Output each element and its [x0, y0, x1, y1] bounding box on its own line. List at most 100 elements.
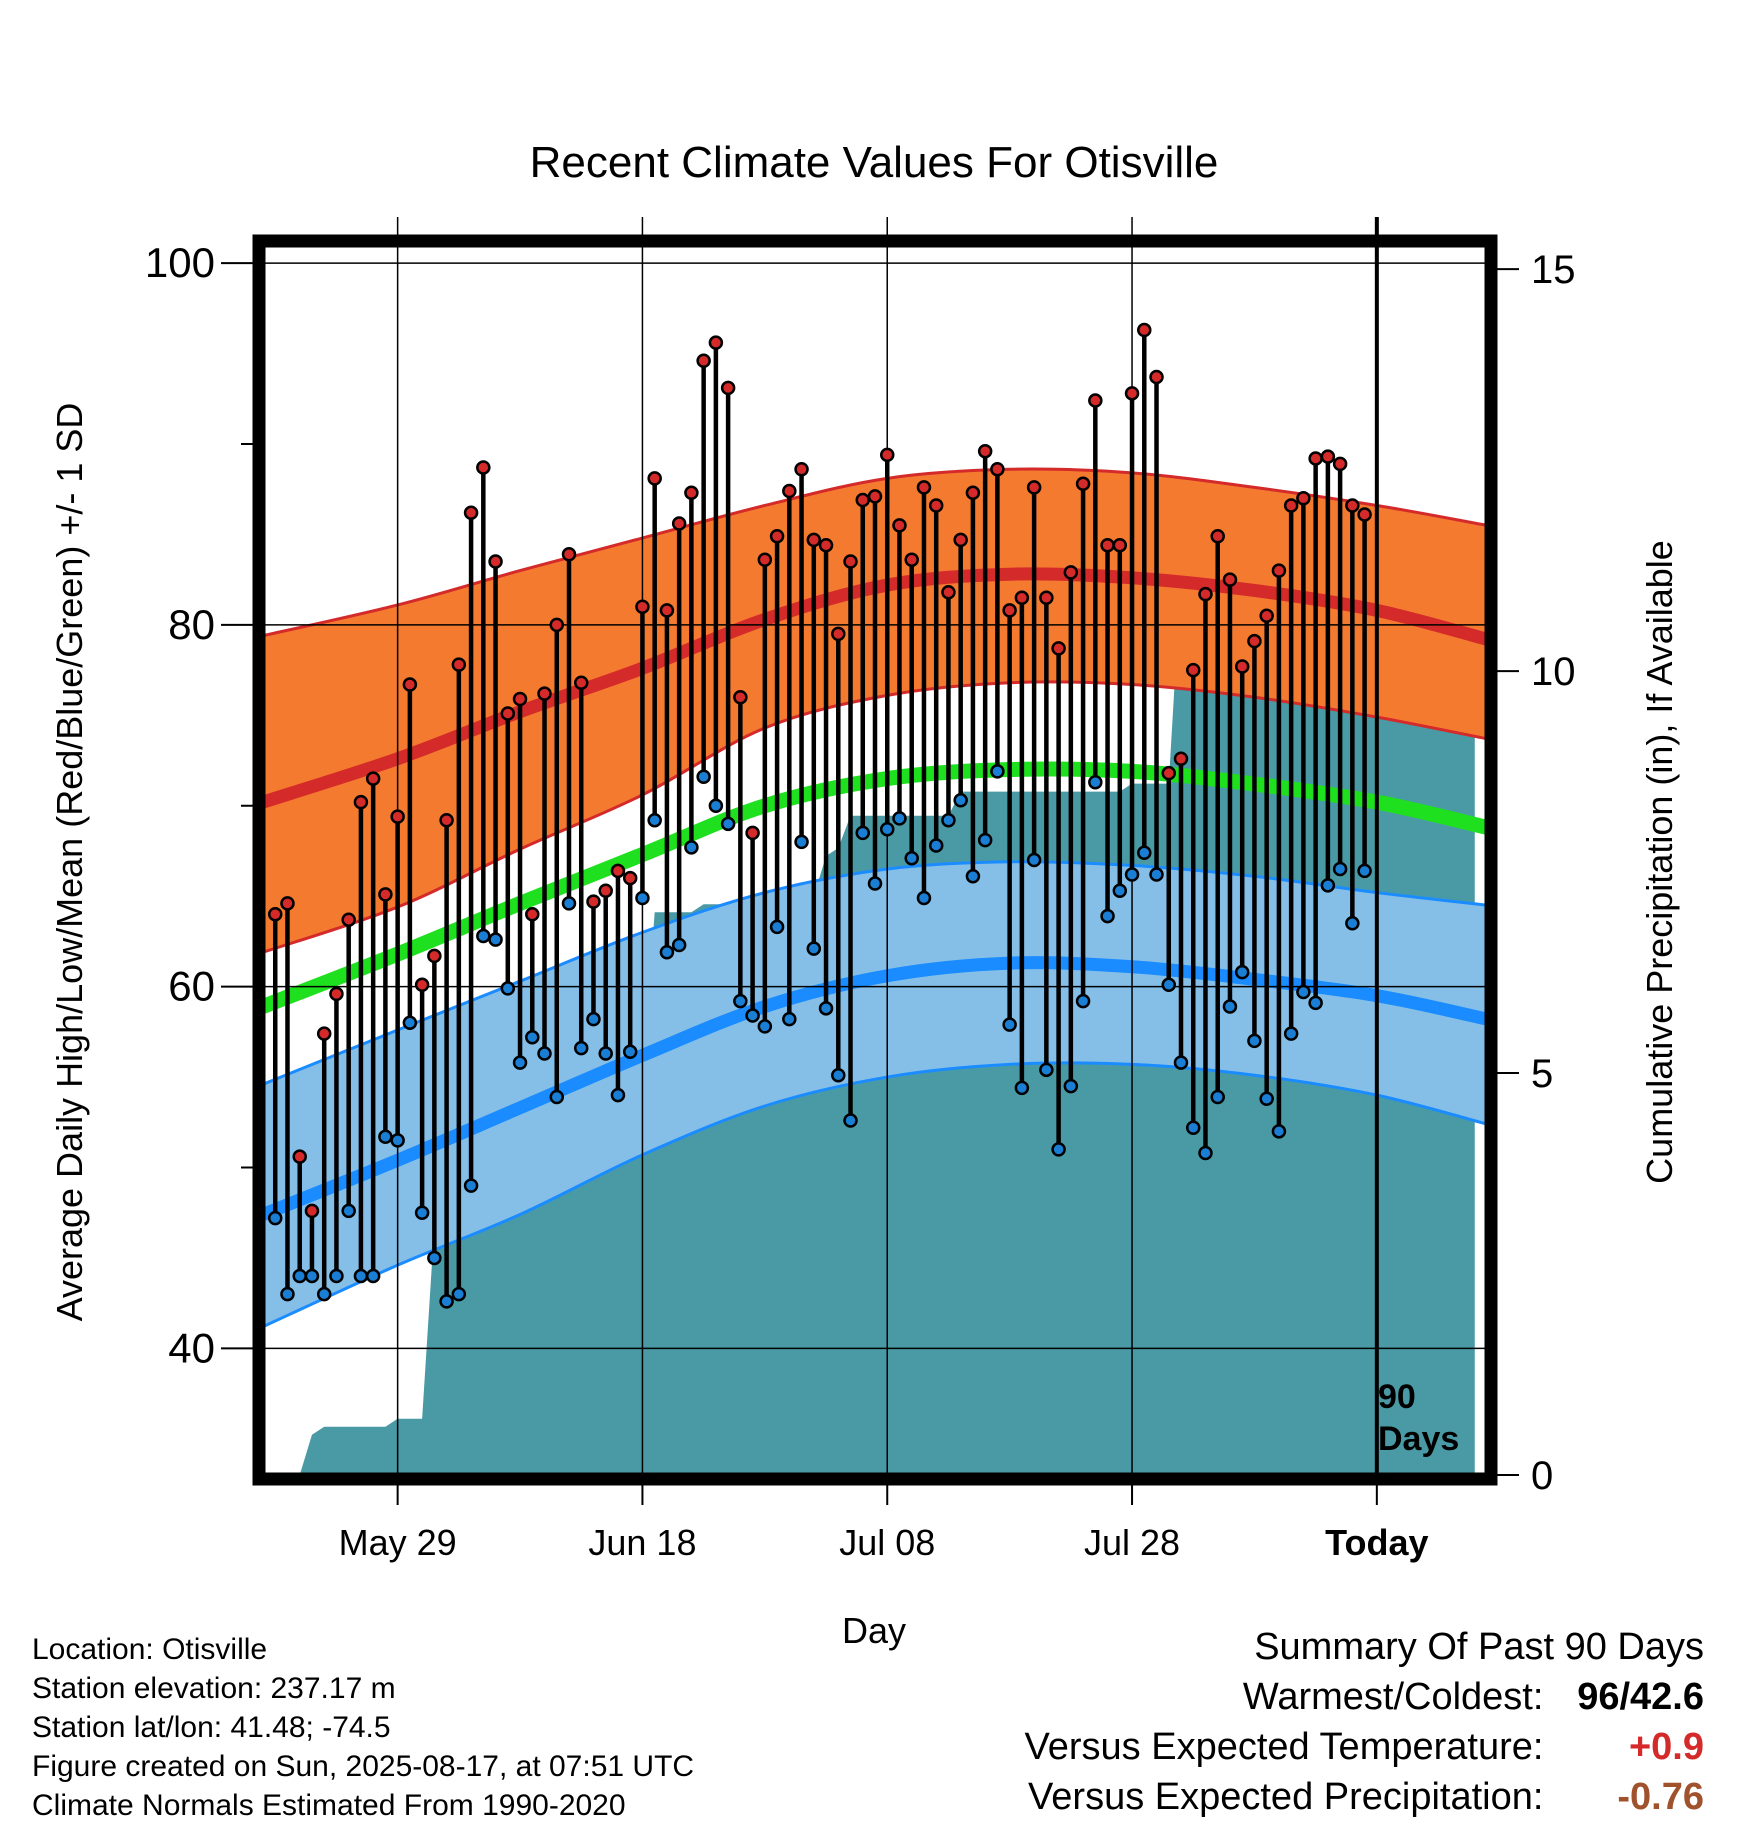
- high-dot: [1173, 751, 1189, 766]
- temp-anomaly-value: +0.9: [1628, 1726, 1704, 1768]
- low-dot: [476, 928, 491, 944]
- low-dot: [1198, 1145, 1213, 1161]
- y-tick-label: 80: [168, 601, 215, 648]
- low-dot: [1357, 863, 1372, 879]
- station-info: Location: Otisville Station elevation: 2…: [32, 1630, 694, 1825]
- info-elevation: Station elevation: 237.17 m: [32, 1672, 396, 1705]
- high-dot: [488, 554, 503, 569]
- low-dot: [622, 1044, 638, 1059]
- high-dot: [586, 894, 601, 909]
- low-dot: [990, 764, 1005, 779]
- high-dot: [1124, 386, 1140, 401]
- low-dot: [941, 812, 956, 828]
- high-dot: [1063, 565, 1079, 580]
- low-dot: [867, 876, 883, 891]
- high-dot: [696, 353, 711, 369]
- high-dot: [573, 675, 589, 690]
- summary-warm-cold: Warmest/Coldest: 96/42.6: [1025, 1672, 1704, 1722]
- precip-label: Versus Expected Precipitation:: [1028, 1776, 1544, 1818]
- high-dot: [267, 907, 283, 922]
- high-dot: [867, 489, 883, 504]
- high-dot: [1185, 662, 1201, 678]
- low-dot: [1332, 861, 1348, 877]
- plot-border: [252, 234, 1498, 1486]
- high-dot: [512, 691, 528, 707]
- low-dot: [280, 1286, 295, 1302]
- x-tick-label: Jun 18: [588, 1522, 696, 1563]
- high-dot: [378, 887, 393, 902]
- low-dot: [977, 832, 993, 848]
- low-dot: [904, 850, 919, 866]
- high-dot: [818, 538, 834, 553]
- summary-precip: Versus Expected Precipitation: -0.76: [1025, 1772, 1704, 1822]
- low-dot: [1161, 977, 1177, 993]
- warmest-value: 96: [1577, 1676, 1620, 1718]
- high-dot: [831, 626, 846, 642]
- y2-axis-label: Cumulative Precipitation (in), If Availa…: [1639, 540, 1680, 1184]
- low-dot: [855, 825, 871, 841]
- x-axis-label: Day: [841, 1610, 907, 1651]
- high-dot: [1234, 659, 1250, 674]
- high-dot: [1345, 498, 1360, 513]
- low-dot: [573, 1040, 589, 1056]
- high-dot: [671, 516, 687, 531]
- low-dot: [1259, 1091, 1274, 1107]
- low-dot: [1234, 964, 1250, 980]
- high-dot: [427, 948, 442, 964]
- high-dot: [598, 883, 613, 898]
- high-dot: [720, 380, 736, 396]
- low-dot: [965, 869, 981, 884]
- low-dot: [365, 1268, 381, 1284]
- low-dot: [561, 896, 577, 911]
- high-dot: [1259, 608, 1274, 624]
- low-dot: [831, 1068, 846, 1083]
- summary-panel: Summary Of Past 90 Days Warmest/Coldest:…: [1025, 1622, 1704, 1822]
- high-dot: [1051, 641, 1066, 656]
- low-dot: [439, 1294, 454, 1309]
- low-dot: [635, 890, 650, 906]
- low-dot: [549, 1089, 565, 1105]
- low-dot: [953, 793, 968, 808]
- high-dot: [794, 462, 809, 477]
- low-dot: [598, 1046, 613, 1061]
- low-dot: [329, 1268, 344, 1284]
- temp-label: Versus Expected Temperature:: [1024, 1726, 1544, 1768]
- summary-temp: Versus Expected Temperature: +0.9: [1025, 1722, 1704, 1772]
- low-dot: [610, 1087, 626, 1103]
- plot-frame: [252, 234, 1498, 1486]
- low-dot: [525, 1030, 540, 1045]
- high-dot: [1308, 451, 1323, 466]
- warm-cold-value: 96/42.6: [1554, 1672, 1704, 1722]
- high-dot: [708, 335, 724, 350]
- high-dot: [561, 547, 577, 562]
- low-dot: [304, 1268, 320, 1284]
- low-dot: [512, 1055, 528, 1070]
- low-dot: [671, 937, 687, 953]
- low-dot: [427, 1250, 442, 1266]
- low-dot: [720, 816, 736, 832]
- low-dot: [708, 798, 724, 813]
- low-dot: [684, 840, 699, 855]
- low-dot: [757, 1019, 773, 1034]
- low-dot: [1283, 1026, 1299, 1041]
- slash-separator: /: [1619, 1676, 1631, 1718]
- high-dot: [1014, 590, 1030, 605]
- high-dot: [1161, 765, 1177, 781]
- x-tick-label: Jul 08: [839, 1522, 935, 1563]
- warm-cold-label: Warmest/Coldest:: [1242, 1676, 1544, 1718]
- high-dot: [855, 492, 871, 508]
- high-dot: [476, 460, 491, 475]
- low-dot: [916, 890, 932, 906]
- low-dot: [818, 1001, 834, 1016]
- high-dot: [684, 485, 699, 501]
- info-location: Location: Otisville: [32, 1633, 268, 1666]
- summary-heading: Summary Of Past 90 Days: [1254, 1626, 1704, 1668]
- x-tick-label: Today: [1325, 1522, 1428, 1563]
- high-dot: [659, 603, 675, 618]
- high-dot: [1296, 490, 1311, 506]
- high-dot: [733, 689, 748, 705]
- x-tick-label: May 29: [339, 1522, 457, 1563]
- low-dot: [1088, 774, 1103, 790]
- high-dot: [977, 443, 993, 459]
